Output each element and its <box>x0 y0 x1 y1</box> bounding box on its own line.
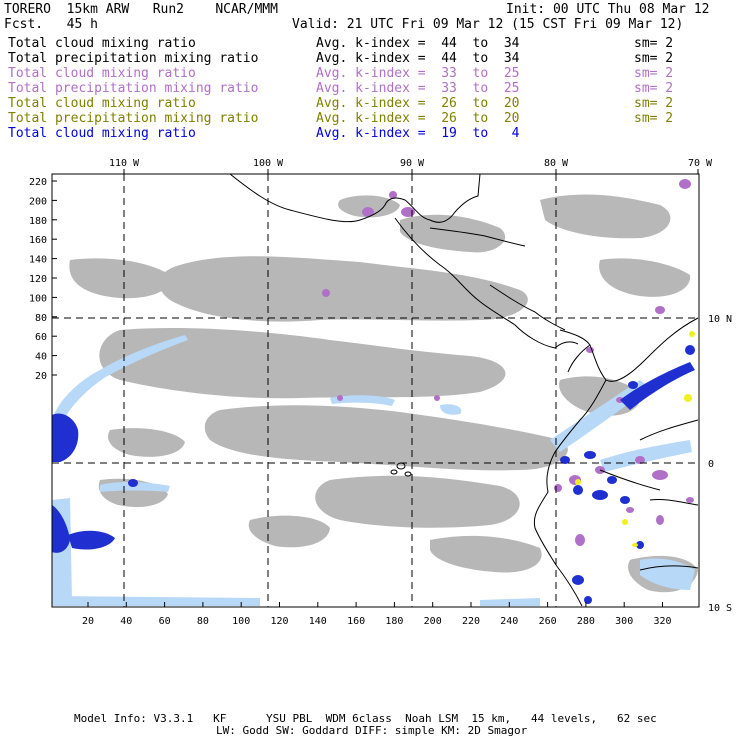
yellow-precip-patches <box>575 331 695 547</box>
valid-time: Valid: 21 UTC Fri 09 Mar 12 (15 CST Fri … <box>292 17 684 32</box>
graticule <box>52 174 699 607</box>
x-tick-label: 100 <box>232 616 250 627</box>
model-info: Model Info: V3.3.1 KF YSU PBL WDM 6class… <box>74 712 657 725</box>
forecast-hour: Fcst. 45 h <box>4 17 98 32</box>
legend-field: Total cloud mixing ratio <box>8 36 196 51</box>
y-tick-label: 180 <box>29 216 47 227</box>
lon-label: 70 W <box>688 158 713 169</box>
x-tick-label: 280 <box>577 616 595 627</box>
lat-label: 0 <box>708 459 714 470</box>
legend-sm: sm= 2 <box>634 96 674 111</box>
legend-index: Avg. k-index = 19 to 4 <box>316 126 520 141</box>
lon-label: 80 W <box>544 158 569 169</box>
legend-field: Total precipitation mixing ratio <box>8 111 259 126</box>
x-tick-label: 140 <box>309 616 327 627</box>
x-tick-label: 320 <box>653 616 671 627</box>
lat-label: 10 N <box>708 314 732 325</box>
lon-label: 100 W <box>253 158 284 169</box>
y-tick-label: 20 <box>35 371 47 382</box>
legend-sm: sm= 2 <box>634 51 674 66</box>
model-title: TORERO 15km ARW Run2 NCAR/MMM <box>4 2 278 17</box>
lon-label: 110 W <box>109 158 140 169</box>
purple-precip-patches <box>322 179 694 546</box>
init-time: Init: 00 UTC Thu 08 Mar 12 <box>506 2 710 17</box>
lon-label: 90 W <box>400 158 425 169</box>
legend-index: Avg. k-index = 26 to 20 <box>316 96 520 111</box>
x-tick-label: 220 <box>462 616 480 627</box>
x-tick-label: 40 <box>120 616 132 627</box>
y-tick-label: 160 <box>29 235 47 246</box>
legend-sm: sm= 2 <box>634 111 674 126</box>
physics-info: LW: Godd SW: Goddard DIFF: simple KM: 2D… <box>216 724 528 737</box>
legend-sm: sm= 2 <box>634 66 674 81</box>
blue-precip-patches <box>52 345 695 604</box>
x-tick-label: 260 <box>539 616 557 627</box>
y-tick-label: 220 <box>29 177 47 188</box>
legend-index: Avg. k-index = 33 to 25 <box>316 66 520 81</box>
legend-index: Avg. k-index = 33 to 25 <box>316 81 520 96</box>
cloud-fields <box>52 179 698 606</box>
legend-field: Total precipitation mixing ratio <box>8 81 259 96</box>
y-tick-label: 120 <box>29 274 47 285</box>
y-tick-label: 200 <box>29 196 47 207</box>
x-tick-label: 20 <box>82 616 94 627</box>
x-tick-label: 80 <box>197 616 209 627</box>
y-tick-label: 40 <box>35 352 47 363</box>
x-tick-label: 300 <box>615 616 633 627</box>
legend-field: Total cloud mixing ratio <box>8 96 196 111</box>
legend-field: Total cloud mixing ratio <box>8 126 196 141</box>
y-tick-label: 100 <box>29 293 47 304</box>
x-tick-label: 120 <box>270 616 288 627</box>
legend-field: Total precipitation mixing ratio <box>8 51 259 66</box>
x-tick-label: 180 <box>385 616 403 627</box>
x-tick-label: 60 <box>159 616 171 627</box>
plot-frame <box>51 173 700 608</box>
lat-label: 10 S <box>708 603 732 614</box>
legend-index: Avg. k-index = 26 to 20 <box>316 111 520 126</box>
y-axis-ticks: 220 200 180 160 140 120 100 80 60 40 20 <box>29 177 57 382</box>
y-tick-label: 80 <box>35 313 47 324</box>
legend-sm: sm= 2 <box>634 36 674 51</box>
y-tick-label: 140 <box>29 255 47 266</box>
legend-index: Avg. k-index = 44 to 34 <box>316 36 520 51</box>
x-axis-ticks: 20 40 60 80 100 120 140 160 180 200 220 240 260 280 30… <box>82 602 672 627</box>
legend-sm: sm= 2 <box>634 81 674 96</box>
x-tick-label: 200 <box>424 616 442 627</box>
x-tick-label: 160 <box>347 616 365 627</box>
x-tick-label: 240 <box>500 616 518 627</box>
top-lon-ticks <box>123 169 699 174</box>
y-tick-label: 60 <box>35 332 47 343</box>
legend-index: Avg. k-index = 44 to 34 <box>316 51 520 66</box>
legend-field: Total cloud mixing ratio <box>8 66 196 81</box>
